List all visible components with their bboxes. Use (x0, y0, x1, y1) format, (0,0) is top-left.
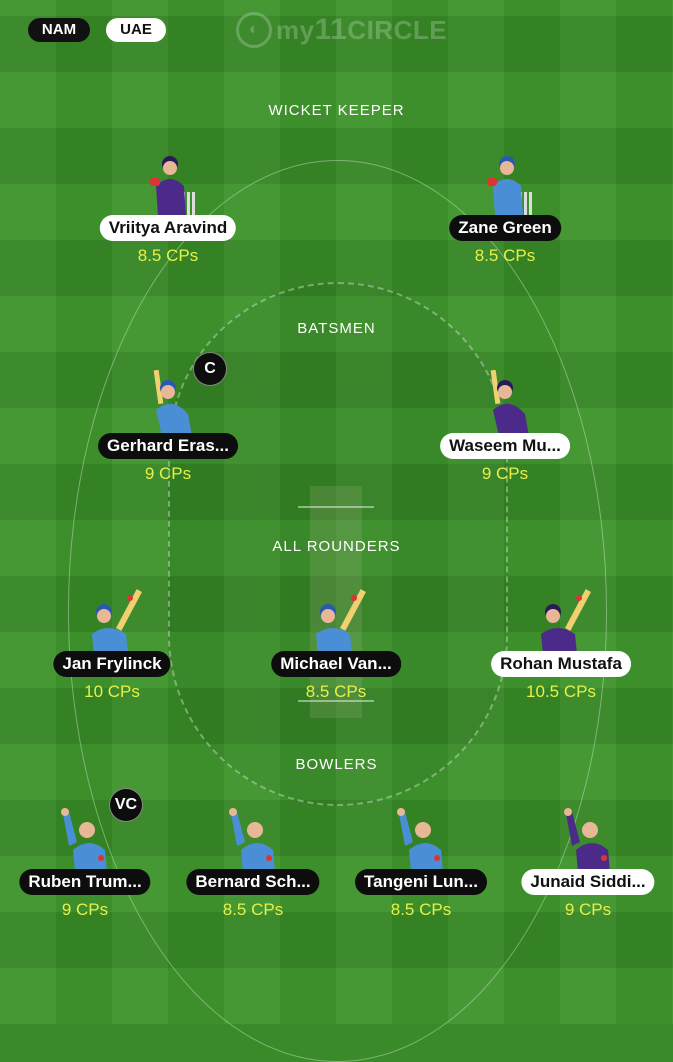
logo-prefix: my (276, 14, 315, 45)
team-badge-right: UAE (106, 18, 166, 42)
player-name: Rohan Mustafa (491, 651, 631, 677)
player-credits: 8.5 CPs (390, 900, 452, 919)
captain-badge: C (193, 352, 227, 386)
bowler-icon (229, 808, 275, 872)
pitch (310, 486, 362, 718)
wicket-keeper-icon (150, 156, 195, 216)
player-name: Junaid Siddi... (521, 869, 655, 895)
logo-suffix: CIRCLE (347, 14, 448, 45)
section-wicket-keeper: WICKET KEEPER (268, 102, 405, 119)
player-name: Gerhard Eras... (98, 433, 238, 459)
player-card[interactable]: Bernard Sch... 8.5 CPs (168, 806, 338, 919)
crease-line (298, 506, 374, 508)
player-card[interactable]: Junaid Siddi... 9 CPs (503, 806, 673, 919)
all-rounder-icon (541, 589, 591, 654)
player-name: Waseem Mu... (440, 433, 570, 459)
player-credits: 8.5 CPs (222, 900, 284, 919)
player-name: Tangeni Lun... (355, 869, 487, 895)
vice-captain-badge: VC (109, 788, 143, 822)
player-card[interactable]: Vriitya Aravind 8.5 CPs (83, 152, 253, 265)
player-name: Michael Van... (271, 651, 401, 677)
section-bowlers: BOWLERS (295, 756, 378, 773)
player-name: Vriitya Aravind (99, 215, 237, 241)
logo-circle-icon: ◐ (236, 12, 272, 48)
player-card[interactable]: Jan Frylinck 10 CPs (27, 588, 197, 701)
batsman-icon (490, 370, 529, 436)
player-card[interactable]: Waseem Mu... 9 CPs (420, 370, 590, 483)
player-credits: 8.5 CPs (305, 682, 367, 701)
player-card[interactable]: Gerhard Eras... 9 CPs (83, 370, 253, 483)
bowler-icon (397, 808, 443, 872)
team-badge-left: NAM (28, 18, 90, 42)
bowler-icon (61, 808, 107, 872)
player-card[interactable]: Michael Van... 8.5 CPs (251, 588, 421, 701)
all-rounder-icon (92, 589, 142, 654)
section-all-rounders: ALL ROUNDERS (272, 538, 401, 555)
player-card[interactable]: Zane Green 8.5 CPs (420, 152, 590, 265)
player-credits: 8.5 CPs (474, 246, 536, 265)
player-credits: 9 CPs (481, 464, 529, 483)
player-credits: 9 CPs (564, 900, 612, 919)
brand-logo: ◐ my 11 CIRCLE (236, 10, 447, 50)
player-card[interactable]: Rohan Mustafa 10.5 CPs (476, 588, 646, 701)
player-card[interactable]: Tangeni Lun... 8.5 CPs (336, 806, 506, 919)
all-rounder-icon (316, 589, 366, 654)
bowler-icon (564, 808, 610, 872)
player-credits: 9 CPs (61, 900, 109, 919)
player-credits: 10.5 CPs (526, 682, 596, 701)
player-credits: 10 CPs (84, 682, 140, 701)
section-batsmen: BATSMEN (297, 320, 376, 337)
player-name: Ruben Trum... (19, 869, 151, 895)
player-name: Jan Frylinck (53, 651, 171, 677)
logo-number: 11 (314, 13, 348, 46)
player-name: Zane Green (449, 215, 561, 241)
player-name: Bernard Sch... (186, 869, 320, 895)
player-card[interactable]: Ruben Trum... 9 CPs (0, 806, 170, 919)
wicket-keeper-icon (487, 156, 532, 216)
player-credits: 8.5 CPs (137, 246, 199, 265)
batsman-icon (153, 370, 192, 436)
crease-line (298, 700, 374, 702)
player-credits: 9 CPs (144, 464, 192, 483)
